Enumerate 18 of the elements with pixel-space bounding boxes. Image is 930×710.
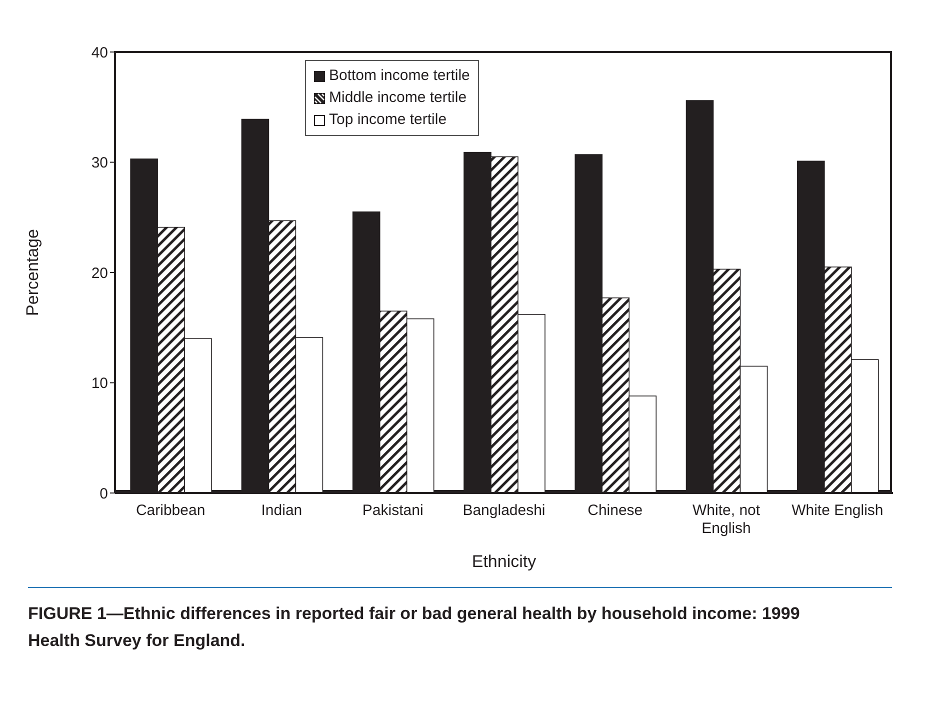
legend-label: Bottom income tertile (329, 66, 470, 86)
x-tick-label: White, not English (692, 502, 761, 537)
y-tick-label: 20 (91, 264, 108, 282)
y-tick-label: 40 (91, 44, 108, 62)
x-tick-label: Bangladeshi (462, 502, 546, 519)
x-tick-label: White English (792, 502, 884, 519)
y-axis-title: Percentage (23, 229, 42, 316)
x-tick-label: Pakistani (362, 502, 424, 519)
y-tick-label: 10 (91, 375, 108, 392)
x-tick-label: Chinese (588, 502, 643, 519)
legend-label: Top income tertile (329, 110, 447, 130)
legend-label: Middle income tertile (329, 88, 467, 108)
y-tick-label: 0 (100, 485, 108, 502)
caption: FIGURE 1—Ethnic differences in reported fair or bad general health by household income: 1999 Health Survey for England. (28, 603, 801, 652)
x-axis-title: Ethnicity (472, 552, 537, 571)
y-tick-label: 30 (91, 154, 108, 172)
x-tick-label: Indian (261, 502, 302, 519)
x-tick-label: Caribbean (136, 502, 206, 519)
